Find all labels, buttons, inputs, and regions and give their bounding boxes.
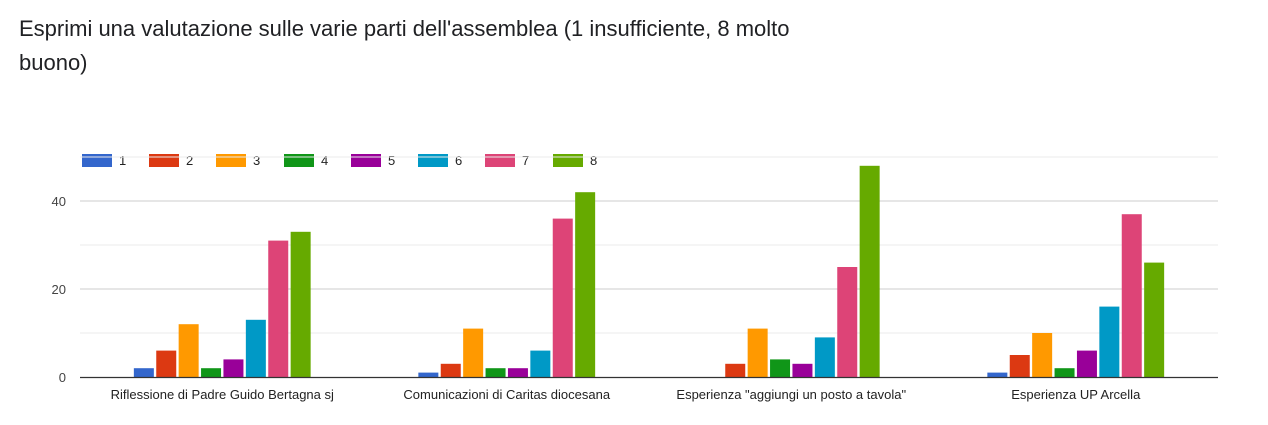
bar [507,368,528,377]
legend-label: 3 [253,152,261,168]
bar [987,372,1008,377]
bar [268,240,289,377]
bar [156,350,177,377]
bar [530,350,551,377]
bar [440,363,461,377]
x-category-label: Comunicazioni di Caritas diocesana [403,387,610,402]
bar [770,359,791,377]
bar [552,218,573,377]
y-tick-label: 0 [59,370,66,385]
bar [201,368,222,377]
legend-label: 5 [388,152,396,168]
bar [1032,333,1053,377]
bar [1144,262,1165,377]
bar [1076,350,1097,377]
bar [290,231,311,377]
bar [178,324,199,377]
y-tick-label: 40 [52,194,66,209]
bar [575,192,596,377]
bar [837,267,858,377]
bar [1054,368,1075,377]
bar [747,328,768,377]
legend-label: 8 [590,152,598,168]
bar [725,363,746,377]
legend-label: 6 [455,152,463,168]
x-category-label: Esperienza "aggiungi un posto a tavola" [676,387,906,402]
bar [792,363,813,377]
y-tick-label: 20 [52,282,66,297]
bar [814,337,835,377]
bar [418,372,439,377]
chart-title: Esprimi una valutazione sulle varie part… [19,16,790,75]
bar [1121,214,1142,377]
x-category-label: Esperienza UP Arcella [1011,387,1141,402]
legend-label: 4 [321,152,329,168]
x-category-label: Riflessione di Padre Guido Bertagna sj [111,387,334,402]
bar [133,368,154,377]
bar [1009,355,1030,377]
bar [223,359,244,377]
bar [463,328,484,377]
bar [1099,306,1120,377]
bar [245,319,266,377]
legend-label: 7 [522,152,530,168]
bar [859,165,880,377]
legend-label: 2 [186,152,194,168]
bar [485,368,506,377]
legend-label: 1 [119,152,127,168]
